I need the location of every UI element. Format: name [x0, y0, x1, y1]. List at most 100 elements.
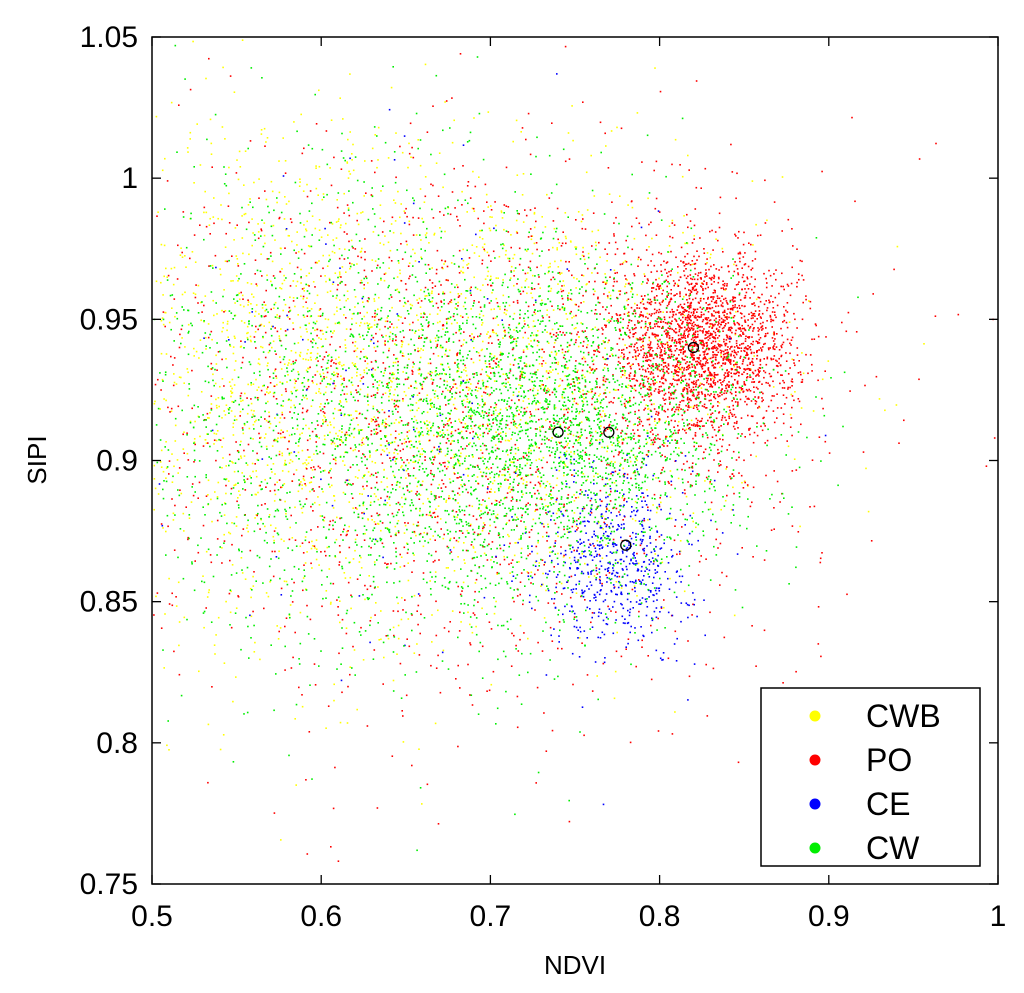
data-point — [486, 559, 489, 561]
data-point — [168, 473, 170, 475]
data-point — [298, 185, 301, 187]
data-point — [602, 356, 604, 359]
data-point — [646, 429, 649, 432]
data-point — [499, 308, 501, 310]
data-point — [696, 315, 699, 318]
data-point — [392, 361, 395, 364]
data-point — [447, 389, 449, 392]
data-point — [393, 373, 395, 376]
data-point — [396, 453, 399, 455]
data-point — [273, 439, 275, 442]
data-point — [333, 495, 336, 497]
data-point — [604, 347, 606, 349]
data-point — [397, 405, 400, 408]
data-point — [484, 403, 486, 406]
data-point — [514, 542, 516, 544]
data-point — [324, 338, 327, 340]
data-point — [330, 336, 333, 338]
data-point — [667, 364, 670, 367]
data-point — [350, 391, 352, 393]
data-point — [559, 456, 562, 458]
data-point — [607, 341, 609, 344]
data-point — [605, 145, 607, 147]
data-point — [465, 370, 467, 372]
data-point — [695, 380, 698, 382]
data-point — [311, 430, 314, 433]
data-point — [187, 151, 189, 153]
data-point — [568, 557, 571, 559]
data-point — [705, 302, 707, 304]
data-point — [746, 352, 748, 355]
data-point — [566, 367, 569, 370]
data-point — [586, 674, 589, 676]
data-point — [386, 320, 389, 323]
data-point — [615, 389, 617, 391]
data-point — [493, 479, 496, 482]
data-point — [422, 434, 424, 437]
data-point — [622, 348, 625, 351]
data-point — [498, 255, 501, 258]
data-point — [687, 404, 690, 407]
data-point — [619, 195, 621, 197]
data-point — [252, 232, 254, 234]
data-point — [205, 348, 207, 350]
data-point — [608, 391, 611, 394]
data-point — [564, 212, 567, 214]
data-point — [562, 289, 565, 292]
data-point — [712, 249, 714, 251]
data-point — [786, 338, 789, 341]
data-point — [684, 429, 686, 432]
data-point — [678, 361, 680, 364]
data-point — [426, 394, 429, 396]
data-point — [775, 278, 777, 281]
data-point — [599, 256, 601, 259]
data-point — [219, 273, 222, 276]
data-point — [537, 468, 540, 470]
data-point — [655, 288, 657, 291]
data-point — [686, 460, 688, 463]
data-point — [730, 326, 732, 329]
data-point — [527, 398, 530, 400]
data-point — [527, 112, 530, 115]
data-point — [343, 364, 345, 366]
data-point — [333, 362, 335, 364]
data-point — [570, 299, 573, 301]
data-point — [655, 311, 658, 314]
data-point — [300, 268, 302, 271]
data-point — [265, 433, 267, 435]
data-point — [167, 274, 170, 277]
data-point — [349, 173, 352, 175]
data-point — [539, 485, 542, 488]
data-point — [241, 294, 244, 297]
data-point — [252, 423, 255, 426]
data-point — [309, 352, 312, 354]
data-point — [771, 337, 774, 339]
data-point — [710, 253, 712, 256]
data-point — [628, 315, 630, 317]
data-point — [723, 282, 726, 285]
data-point — [644, 308, 647, 310]
data-point — [457, 502, 459, 504]
data-point — [364, 598, 366, 601]
data-point — [455, 331, 457, 334]
data-point — [526, 292, 528, 295]
data-point — [421, 453, 424, 456]
data-point — [403, 210, 406, 212]
data-point — [271, 346, 273, 349]
data-point — [384, 325, 386, 328]
data-point — [279, 381, 281, 383]
data-point — [729, 409, 731, 412]
data-point — [396, 326, 398, 329]
data-point — [725, 356, 728, 358]
data-point — [698, 255, 700, 258]
data-point — [445, 348, 447, 351]
data-point — [546, 377, 548, 380]
data-point — [648, 336, 651, 339]
data-point — [644, 333, 646, 335]
data-point — [496, 513, 499, 516]
data-point — [726, 349, 729, 351]
data-point — [685, 294, 687, 296]
data-point — [407, 387, 410, 389]
data-point — [480, 449, 482, 451]
data-point — [653, 264, 656, 267]
